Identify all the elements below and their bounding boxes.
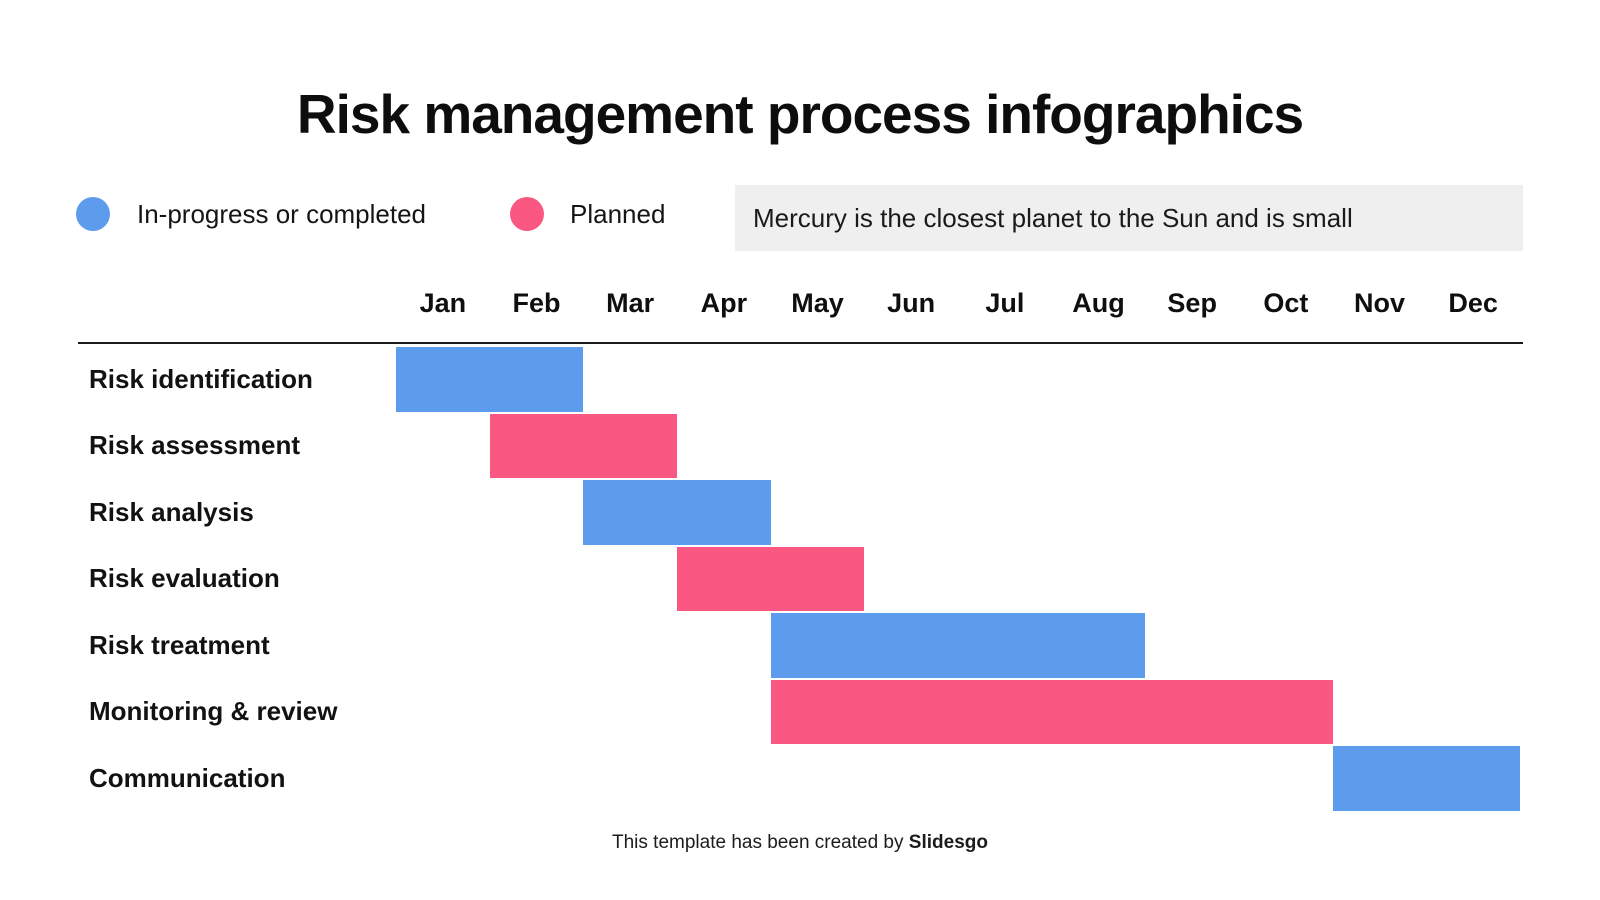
in-progress-legend-dot-icon bbox=[76, 197, 110, 231]
gantt-bar-planned bbox=[489, 413, 677, 478]
task-label: Risk evaluation bbox=[89, 563, 280, 594]
gantt-bar-in-progress-or-completed bbox=[1332, 746, 1521, 811]
gantt-bar-in-progress-or-completed bbox=[770, 613, 1146, 678]
task-label: Risk analysis bbox=[89, 496, 254, 527]
task-label: Risk treatment bbox=[89, 629, 270, 660]
gantt-bar-in-progress-or-completed bbox=[396, 347, 584, 412]
month-tick-jan: Jan bbox=[419, 288, 467, 318]
month-tick-dec: Dec bbox=[1448, 288, 1498, 318]
month-tick-mar: Mar bbox=[606, 288, 655, 318]
gantt-bar-in-progress-or-completed bbox=[583, 480, 771, 545]
month-tick-apr: Apr bbox=[700, 288, 748, 318]
legend-label-planned: Planned bbox=[570, 198, 666, 229]
month-tick-oct: Oct bbox=[1263, 288, 1309, 318]
task-label: Risk identification bbox=[89, 363, 313, 394]
footer-brand: Slidesgo bbox=[908, 832, 988, 853]
task-label: Communication bbox=[89, 762, 286, 793]
month-tick-may: May bbox=[791, 288, 844, 318]
month-tick-nov: Nov bbox=[1354, 288, 1406, 318]
footer-text: This template has been created by bbox=[612, 832, 904, 853]
gantt-bar-planned bbox=[677, 546, 865, 611]
planned-legend-dot-icon bbox=[510, 197, 544, 231]
month-tick-jul: Jul bbox=[985, 288, 1025, 318]
task-label: Monitoring & review bbox=[89, 696, 338, 727]
footer: This template has been created by Slides… bbox=[0, 832, 1600, 854]
task-label: Risk assessment bbox=[89, 430, 301, 461]
month-tick-sep: Sep bbox=[1167, 288, 1217, 318]
month-tick-aug: Aug bbox=[1072, 288, 1125, 318]
month-tick-feb: Feb bbox=[512, 288, 561, 318]
note-text: Mercury is the closest planet to the Sun… bbox=[753, 202, 1353, 233]
note-box: Mercury is the closest planet to the Sun… bbox=[735, 185, 1523, 251]
page-title: Risk management process infographics bbox=[296, 83, 1304, 145]
axis-line bbox=[78, 342, 1523, 344]
month-tick-jun: Jun bbox=[887, 288, 936, 318]
legend-label-in-progress: In-progress or completed bbox=[137, 198, 427, 229]
gantt-bar-planned bbox=[770, 679, 1333, 744]
